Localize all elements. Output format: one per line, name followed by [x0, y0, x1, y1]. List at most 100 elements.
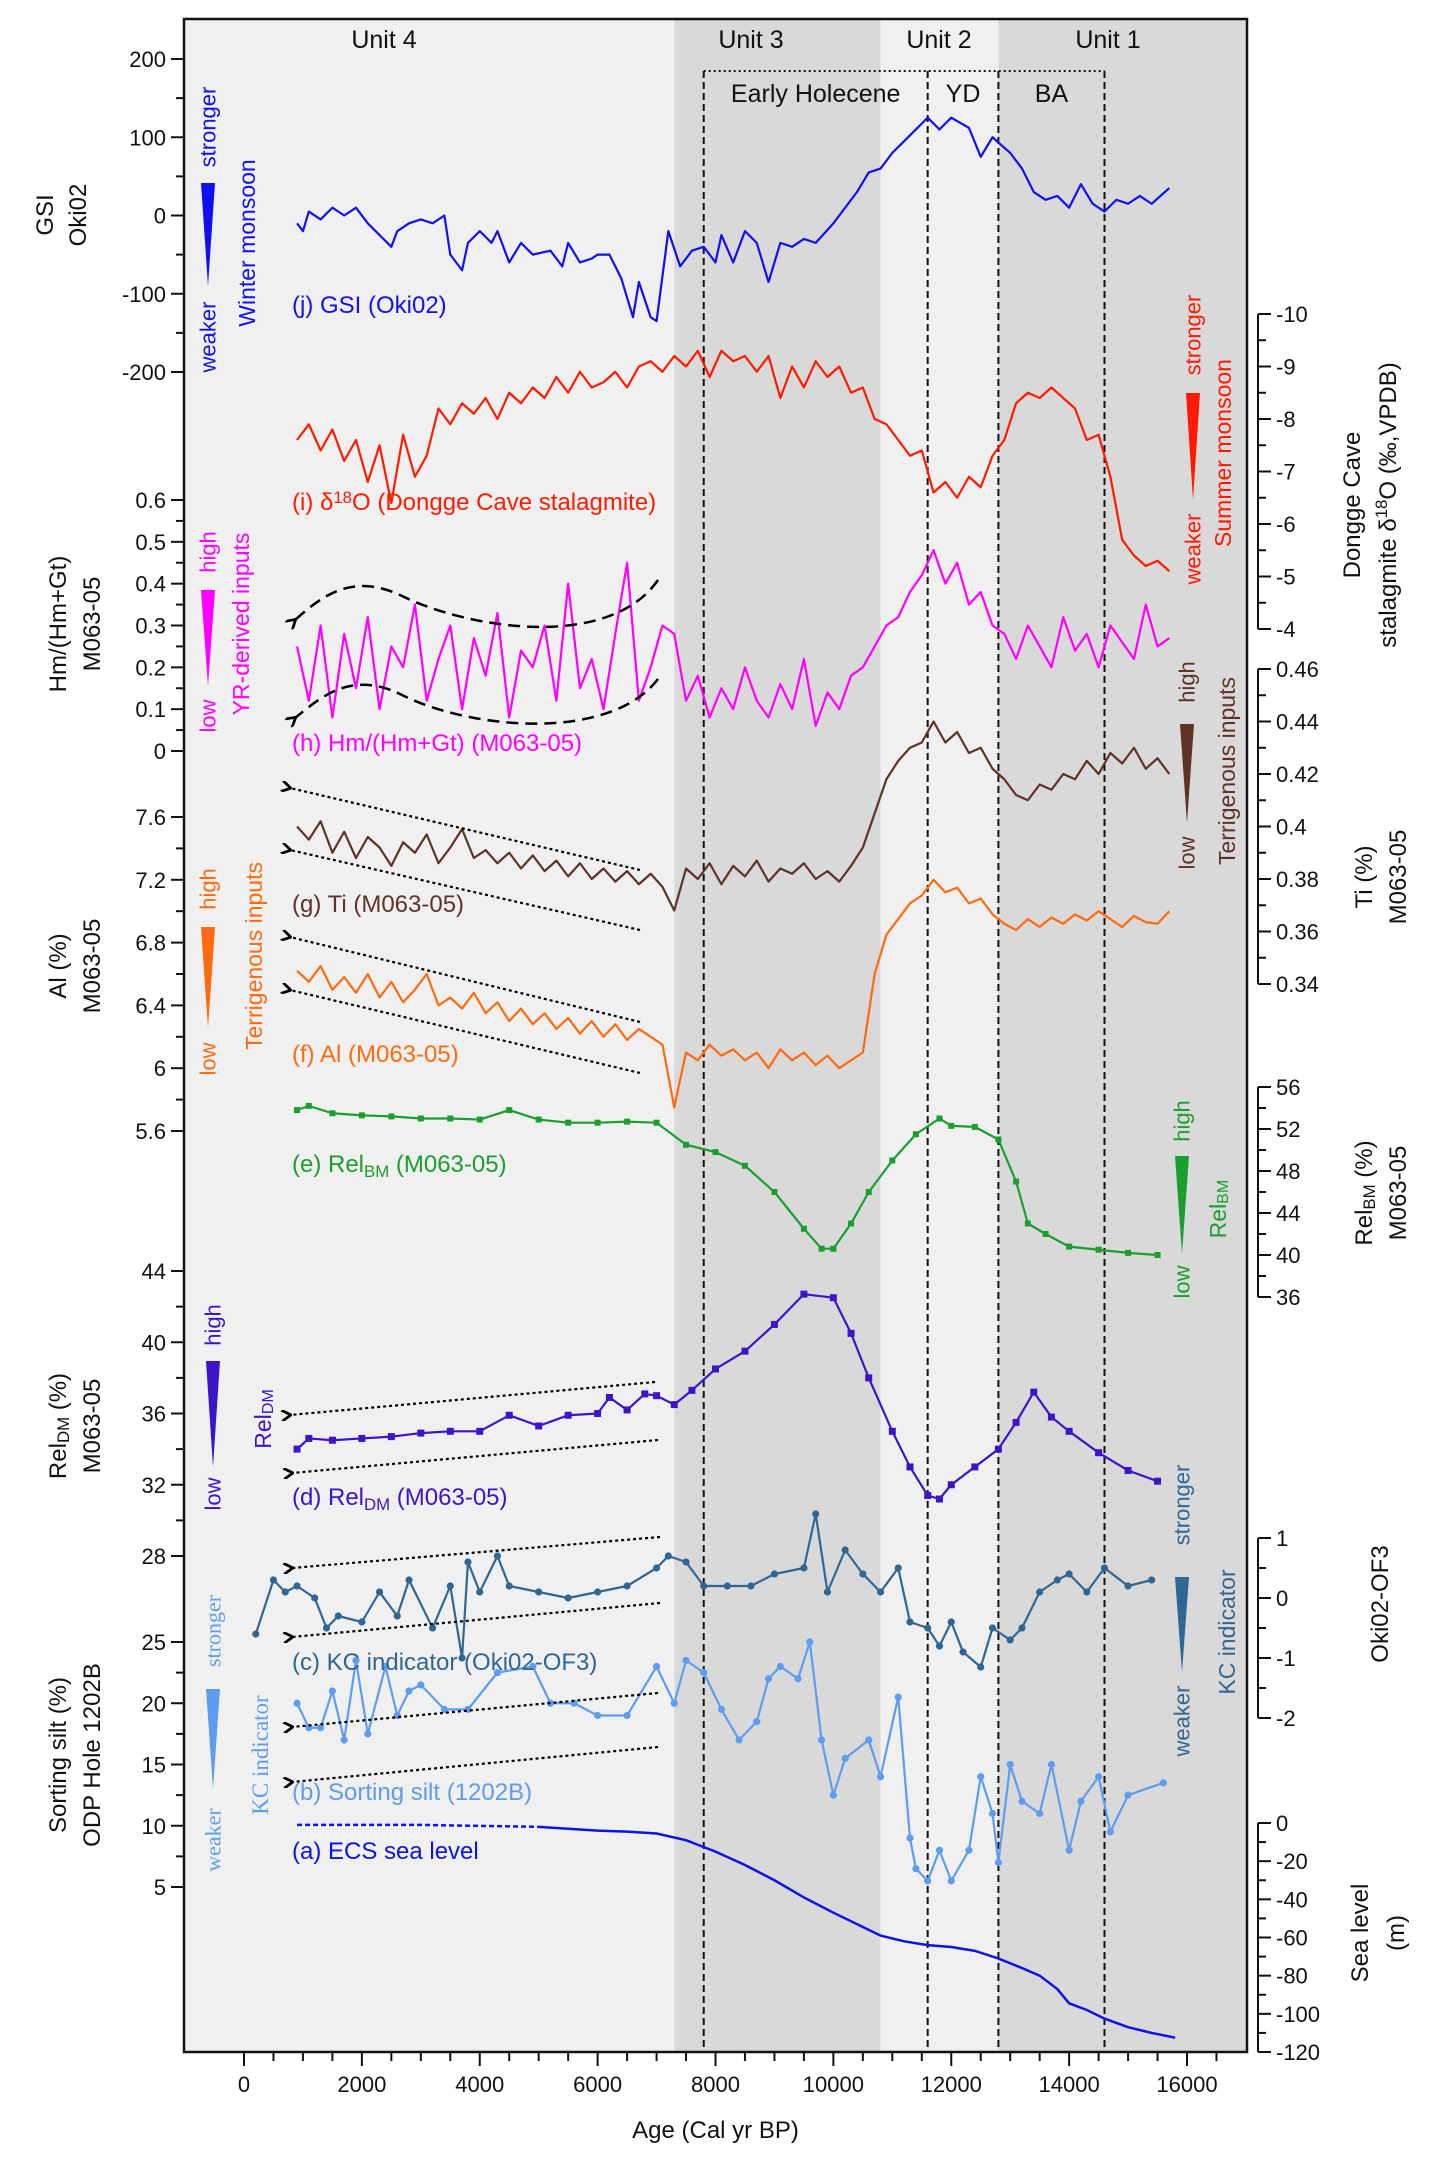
- data-point: [1047, 1413, 1055, 1421]
- y-tick-label: -100: [122, 282, 166, 307]
- indicator-description-part: Winter monsoon: [234, 159, 260, 326]
- hm-y-axis: 0.6 0.5 0.4 0.3 0.2 0.1 0 Hm/(Hm+Gt) M063-05: [45, 488, 184, 764]
- data-point: [653, 1392, 661, 1400]
- data-point: [358, 1112, 365, 1119]
- y-tick-label: 200: [129, 47, 166, 72]
- trend-arrow: [292, 1691, 659, 1727]
- data-point: [865, 1736, 873, 1744]
- interval-label: YD: [946, 80, 981, 108]
- y-axis-title-part: O (‰,VPDB): [1375, 362, 1402, 499]
- y-axis-title-part: 18: [1372, 500, 1391, 519]
- data-point: [818, 1245, 825, 1252]
- data-point: [912, 1131, 919, 1138]
- indicator-description: Terrigenous inputs: [241, 862, 267, 1050]
- series-label-part: 18: [333, 488, 352, 507]
- unit-label: Unit 3: [718, 26, 783, 54]
- data-point: [1124, 1582, 1132, 1590]
- data-point: [741, 1347, 749, 1355]
- ti-y-axis: 0.46 0.44 0.42 0.4 0.38 0.36 0.34 Ti (%) M063-05: [1257, 657, 1412, 997]
- series-label-part: BM: [364, 1162, 389, 1181]
- data-point: [935, 1642, 944, 1650]
- sea-series: [297, 1823, 1176, 2039]
- indicator-description-part: DM: [259, 1389, 277, 1414]
- data-point: [806, 1638, 814, 1646]
- wedge-icon: [1175, 1577, 1189, 1672]
- relbm-series: [294, 1102, 1161, 1258]
- wedge-icon: [201, 927, 215, 1028]
- series-label-part: (g) Ti (M063-05): [292, 891, 464, 918]
- y-tick-label: -8: [1276, 407, 1296, 432]
- series-line-dashed: [297, 1823, 539, 1829]
- y-axis-title: Oki02-OF3: [1367, 1545, 1394, 1662]
- y-axis-title: Sorting silt (%): [45, 1677, 72, 1833]
- y-axis-title: Ti (%): [1351, 845, 1378, 908]
- y-axis-title-part: Rel: [1351, 1210, 1378, 1246]
- y-axis-title: M063-05: [79, 1379, 106, 1474]
- y-axis-title-part: Sea level: [1347, 1884, 1374, 1983]
- data-point: [624, 1118, 631, 1125]
- y-tick-label: -5: [1276, 565, 1296, 590]
- data-point: [741, 1162, 748, 1169]
- x-axis-title: Age (Cal yr BP): [632, 2117, 799, 2144]
- y-axis-title: RelDM (%): [45, 1373, 73, 1479]
- data-point: [535, 1116, 542, 1123]
- trend-arrow: [292, 1745, 659, 1782]
- indicator-description: KC indicator: [1214, 1569, 1240, 1695]
- data-point: [358, 1618, 366, 1626]
- data-point: [305, 1434, 313, 1442]
- data-point: [712, 1149, 719, 1156]
- series-line: [296, 720, 1171, 912]
- y-tick-label: -10: [1276, 302, 1308, 327]
- y-axis-title-part: Oki02-OF3: [1367, 1545, 1394, 1662]
- series-line: [296, 1104, 1158, 1257]
- al-indicator: high low Terrigenous inputs: [196, 862, 268, 1075]
- trend-arrow: [292, 1601, 661, 1637]
- data-point: [317, 1724, 325, 1732]
- series-label-part: (d) Rel: [292, 1484, 364, 1511]
- y-axis-title-part: (%): [45, 1373, 72, 1417]
- y-axis-title-part: (%): [1351, 1140, 1378, 1184]
- y-tick-label: 28: [142, 1544, 166, 1569]
- data-point: [770, 1320, 778, 1328]
- data-point: [506, 1107, 513, 1114]
- data-point: [328, 1687, 337, 1695]
- data-point: [440, 1705, 448, 1713]
- kc-series: [252, 1510, 1156, 1671]
- data-point: [1042, 1231, 1049, 1237]
- x-tick-label: 12000: [921, 2072, 982, 2097]
- data-point: [1006, 1760, 1014, 1769]
- data-point: [995, 1136, 1002, 1143]
- series-label-part: (M063-05): [389, 1151, 506, 1178]
- data-point: [535, 1588, 543, 1596]
- series-line: [254, 1512, 1152, 1669]
- trend-arrow: [292, 1535, 661, 1568]
- unit-band: [998, 19, 1246, 2052]
- data-point: [847, 1329, 855, 1337]
- d18o-series: [296, 349, 1171, 573]
- data-point: [906, 1463, 914, 1471]
- indicator-high-label: stronger: [1170, 1465, 1195, 1546]
- data-point: [753, 1718, 761, 1726]
- series-label-part: O (Dongge Cave stalagmite): [352, 489, 656, 516]
- indicator-description-part: BM: [1214, 1180, 1232, 1204]
- sea-y-axis: 0 -20 -40 -60 -80 -100 -120 Sea level (m): [1257, 1811, 1410, 2065]
- data-point: [1013, 1178, 1020, 1185]
- data-point: [340, 1736, 348, 1744]
- data-point: [876, 1588, 885, 1596]
- y-tick-label: 0: [154, 739, 166, 764]
- y-tick-label: 1: [1276, 1526, 1288, 1551]
- wedge-icon: [201, 590, 215, 686]
- y-tick-label: 40: [1276, 1243, 1300, 1268]
- data-point: [447, 1115, 454, 1122]
- y-tick-label: 0.4: [135, 572, 166, 597]
- data-point: [936, 1115, 943, 1122]
- data-point: [322, 1624, 331, 1632]
- y-tick-label: -120: [1276, 2040, 1320, 2065]
- wedge-icon: [201, 183, 215, 286]
- data-point: [1106, 1828, 1114, 1836]
- series-label: (j) GSI (Oki02): [292, 292, 447, 319]
- data-point: [1077, 1797, 1085, 1805]
- y-tick-label: 0.46: [1276, 657, 1319, 682]
